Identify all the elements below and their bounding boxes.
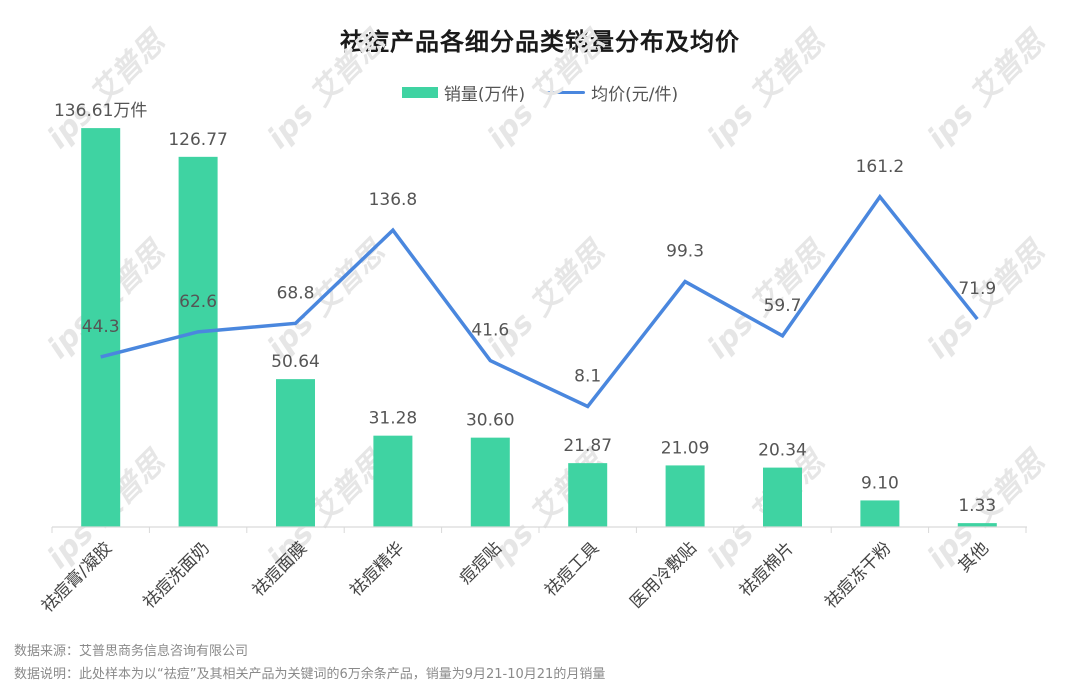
bar[interactable]: [763, 467, 802, 527]
line-value-label: 41.6: [471, 321, 509, 341]
x-category-label: 祛痘精华: [346, 538, 408, 600]
bar-value-label: 9.10: [861, 473, 899, 493]
legend-item-price[interactable]: 均价(元/件): [547, 80, 678, 105]
bar[interactable]: [957, 523, 997, 527]
data-description-note: 数据说明：此处样本为以“祛痘”及其相关产品为关键词的6万余条产品，销量为9月21…: [14, 667, 606, 682]
bar-series: [81, 128, 997, 527]
bar-value-label: 50.64: [271, 352, 320, 372]
legend-price-label: 均价(元/件): [591, 85, 679, 105]
line-value-label: 44.3: [82, 317, 120, 337]
line-value-label: 8.1: [574, 367, 601, 387]
bar-value-label: 20.34: [758, 441, 807, 461]
legend-item-sales[interactable]: 销量(万件): [401, 80, 526, 105]
line-value-label: 71.9: [958, 279, 996, 299]
bar[interactable]: [373, 435, 413, 527]
bar-swatch-icon: [401, 87, 438, 98]
line-value-labels: 44.3 62.6 68.8 136.8 41.6 8.1 99.3 59.7 161.2 71.…: [82, 157, 996, 387]
bar-value-label: 1.33: [958, 496, 996, 516]
bar-value-label: 30.60: [466, 411, 515, 431]
bar[interactable]: [860, 500, 900, 527]
chart-legend: 销量(万件) 均价(元/件): [0, 80, 1080, 105]
bar[interactable]: [568, 463, 608, 527]
line-value-label: 62.6: [179, 292, 217, 312]
line-value-label: 136.8: [369, 190, 418, 210]
price-line: [100, 193, 979, 409]
bar-value-label: 31.28: [369, 409, 418, 429]
watermark-text: ips 艾普思: [921, 233, 1054, 366]
line-value-label: 161.2: [856, 157, 905, 177]
legend-sales-label: 销量(万件): [443, 85, 526, 105]
x-category-label: 祛痘工具: [541, 538, 603, 600]
watermark-text: ips 艾普思: [701, 23, 834, 156]
chart-notes: 数据来源：艾普思商务信息咨询有限公司 数据说明：此处样本为以“祛痘”及其相关产品…: [14, 640, 605, 686]
bar-value-label: 136.61万件: [54, 101, 147, 121]
bar-value-label: 21.87: [563, 436, 612, 456]
watermark-text: ips 艾普思: [261, 23, 394, 156]
bar[interactable]: [665, 465, 705, 527]
line-value-label: 59.7: [764, 296, 802, 316]
line-value-label: 99.3: [666, 242, 704, 262]
x-axis-ticks: [51, 527, 1027, 533]
watermark-text: ips 艾普思: [481, 233, 614, 366]
bar-value-label: 126.77: [168, 130, 227, 150]
watermark-text: ips 艾普思: [481, 23, 614, 156]
bar[interactable]: [470, 437, 510, 527]
x-category-label: 祛痘洗面奶: [139, 538, 213, 612]
line-value-label: 68.8: [277, 283, 315, 303]
bar[interactable]: [81, 128, 121, 527]
line-swatch-icon: [547, 91, 586, 94]
bar-value-labels: 136.61万件 126.77 50.64 31.28 30.60 21.87 21.09 2…: [54, 101, 996, 516]
bar[interactable]: [276, 379, 315, 527]
x-category-label: 医用冷敷贴: [626, 538, 700, 612]
bar[interactable]: [178, 156, 218, 527]
chart-title: 祛痘产品各细分品类销量分布及均价: [340, 28, 740, 56]
data-source-note: 数据来源：艾普思商务信息咨询有限公司: [14, 644, 249, 659]
watermark-text: ips 艾普思: [921, 23, 1054, 156]
bar-value-label: 21.09: [661, 438, 710, 458]
x-category-label: 祛痘冻干粉: [821, 538, 895, 612]
